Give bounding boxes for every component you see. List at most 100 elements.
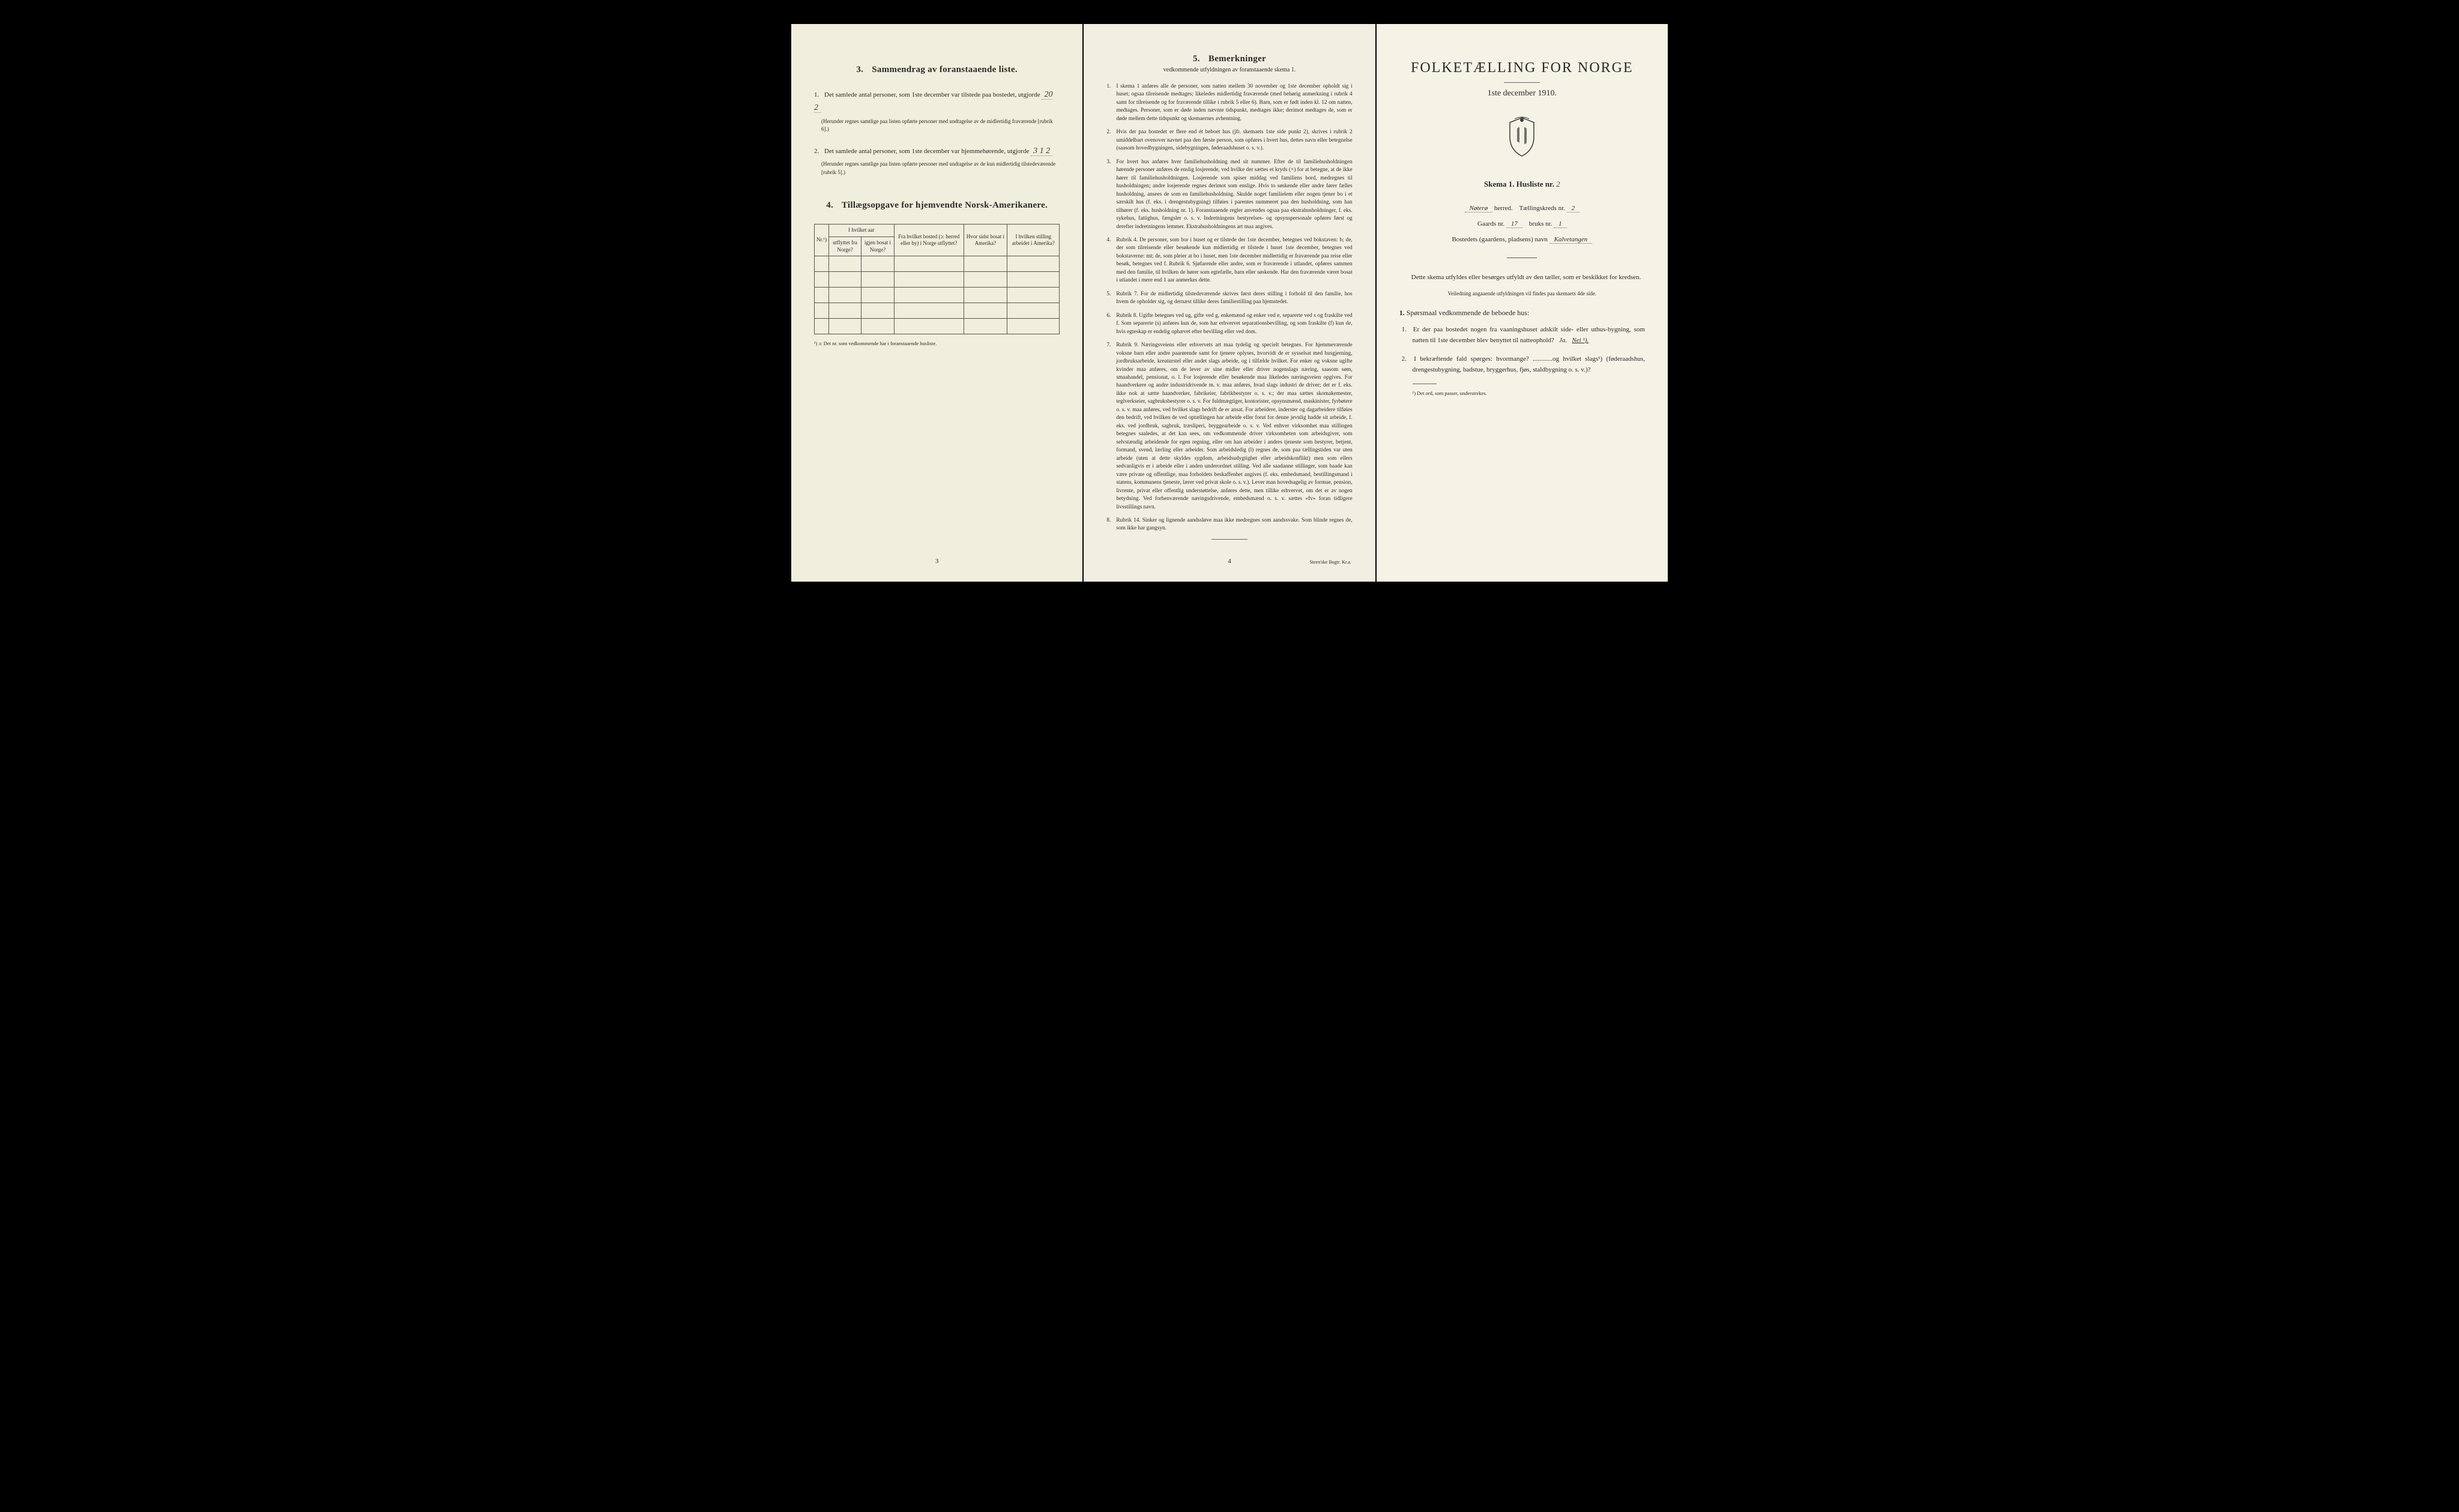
remark-num: 7.	[1106, 342, 1115, 349]
remark-text: Rubrik 8. Ugifte betegnes ved ug, gifte …	[1116, 312, 1352, 336]
schema-line: Skema 1. Husliste nr. 2	[1399, 179, 1645, 189]
remark-num: 3.	[1106, 158, 1115, 166]
table-row	[815, 303, 1060, 319]
herred-value: Nøterø	[1465, 205, 1493, 212]
table-row	[815, 319, 1060, 334]
page-1-cover: FOLKETÆLLING FOR NORGE 1ste december 191…	[1377, 24, 1668, 582]
page-3: 3. Sammendrag av foranstaaende liste. 1.…	[791, 24, 1082, 582]
kreds-value: 2	[1567, 205, 1580, 212]
section-3-num: 3.	[856, 65, 863, 74]
remark-num: 5.	[1106, 291, 1115, 298]
bosted-value: Kalvetangen	[1549, 236, 1593, 244]
section-3-heading: 3. Sammendrag av foranstaaende liste.	[814, 65, 1060, 75]
page-4: 5. Bemerkninger vedkommende utfyldningen…	[1084, 24, 1375, 582]
remark-text: Rubrik 4. De personer, som bor i huset o…	[1116, 236, 1352, 285]
col-from: Fra hvilket bosted (ɔ: herred eller by) …	[894, 224, 964, 256]
table-footnote: ¹) ɔ: Det nr. som vedkommende har i fora…	[814, 340, 1060, 346]
bruks-value: 1	[1554, 220, 1567, 228]
section-5-num: 5.	[1193, 54, 1200, 64]
document-spread: 3. Sammendrag av foranstaaende liste. 1.…	[791, 24, 1668, 582]
remark-item: 4.Rubrik 4. De personer, som bor i huset…	[1106, 236, 1352, 285]
col-returned: igjen bosat i Norge?	[861, 236, 895, 256]
section-4-heading: 4. Tillægsopgave for hjemvendte Norsk-Am…	[814, 200, 1060, 211]
herred-label: herred.	[1494, 205, 1513, 212]
remark-item: 5.Rubrik 7. For de midlertidig tilstedev…	[1106, 291, 1352, 307]
main-title: FOLKETÆLLING FOR NORGE	[1399, 60, 1645, 76]
remark-item: 1.I skema 1 anføres alle de personer, so…	[1106, 83, 1352, 123]
remark-text: For hvert hus anføres hver familiehushol…	[1116, 158, 1352, 231]
schema-label: Skema 1. Husliste nr.	[1484, 179, 1554, 188]
page-num-4: 4	[1228, 558, 1231, 565]
remark-item: 2.Hvis der paa bostedet er flere end ét …	[1106, 128, 1352, 152]
table-row	[815, 256, 1060, 272]
remark-item: 8.Rubrik 14. Sinker og lignende aandsslø…	[1106, 517, 1352, 533]
section-4-num: 4.	[826, 200, 833, 210]
q1-text: Er der paa bostedet nogen fra vaaningshu…	[1413, 326, 1645, 344]
remarks-list: 1.I skema 1 anføres alle de personer, so…	[1106, 83, 1352, 533]
item2-text: Det samlede antal personer, som 1ste dec…	[824, 148, 1029, 155]
remark-text: Rubrik 9. Næringsveiens eller erhvervets…	[1116, 342, 1352, 511]
gaards-line: Gaards nr. 17 bruks nr. 1	[1399, 220, 1645, 227]
q1-ja: Ja.	[1559, 337, 1567, 344]
coat-of-arms	[1399, 115, 1645, 161]
instruction-1: Dette skema utfyldes eller besørges utfy…	[1399, 273, 1645, 283]
remark-text: Rubrik 7. For de midlertidig tilstedevær…	[1116, 291, 1352, 307]
remark-text: I skema 1 anføres alle de personer, som …	[1116, 83, 1352, 123]
q2-num: 2.	[1402, 355, 1407, 363]
bruks-label: bruks nr.	[1529, 220, 1552, 227]
section-3-title: Sammendrag av foranstaaende liste.	[872, 65, 1018, 74]
kreds-label: Tællingskreds nr.	[1519, 205, 1564, 212]
question-heading: 1. Spørsmaal vedkommende de beboede hus:	[1399, 309, 1645, 318]
summary-item-2: 2. Det samlede antal personer, som 1ste …	[814, 145, 1060, 176]
title-rule	[1504, 82, 1540, 83]
remark-num: 6.	[1106, 312, 1115, 320]
divider	[1211, 539, 1248, 540]
imprint: Steen'ske Bogtr. Kr.a.	[1309, 559, 1351, 565]
summary-item-1: 1. Det samlede antal personer, som 1ste …	[814, 88, 1060, 134]
remark-num: 4.	[1106, 236, 1115, 244]
gaards-value: 17	[1506, 220, 1522, 228]
item2-value: 3 1 2	[1031, 146, 1052, 156]
section-4-title: Tillægsopgave for hjemvendte Norsk-Ameri…	[842, 200, 1048, 210]
section-5-title: Bemerkninger	[1208, 54, 1266, 64]
question-2: 2. I bekræftende fald spørges: hvormange…	[1413, 354, 1645, 375]
item1-text: Det samlede antal personer, som 1ste dec…	[824, 91, 1040, 98]
remark-num: 2.	[1106, 128, 1115, 136]
section-5-heading: 5. Bemerkninger	[1106, 54, 1352, 64]
page-num-3: 3	[935, 558, 939, 565]
col-occupation: I hvilken stilling arbeidet i Amerika?	[1007, 224, 1060, 256]
addendum-table: Nr.¹) I hvilket aar Fra hvilket bosted (…	[814, 224, 1060, 334]
q1-nei: Nei ¹).	[1572, 337, 1589, 344]
bosted-line: Bostedets (gaardens, pladsens) navn Kalv…	[1399, 236, 1645, 243]
table-row	[815, 288, 1060, 303]
item2-num: 2.	[814, 148, 819, 155]
herred-line: Nøterø herred. Tællingskreds nr. 2	[1399, 205, 1645, 212]
col-where: Hvor sidst bosat i Amerika?	[964, 224, 1007, 256]
census-date: 1ste december 1910.	[1399, 89, 1645, 98]
bosted-label: Bostedets (gaardens, pladsens) navn	[1452, 236, 1547, 243]
col-emigrated: utflyttet fra Norge?	[828, 236, 861, 256]
remark-item: 6.Rubrik 8. Ugifte betegnes ved ug, gift…	[1106, 312, 1352, 336]
remark-text: Rubrik 14. Sinker og lignende aandssløve…	[1116, 517, 1352, 533]
gaards-label: Gaards nr.	[1477, 220, 1504, 227]
q2-text: I bekræftende fald spørges: hvormange? .…	[1413, 355, 1645, 373]
col-year: I hvilket aar	[828, 224, 894, 237]
crest-icon	[1504, 115, 1540, 158]
q-heading-text: Spørsmaal vedkommende de beboede hus:	[1407, 309, 1530, 317]
item1-note: (Herunder regnes samtlige paa listen opf…	[821, 118, 1060, 134]
remark-text: Hvis der paa bostedet er flere end ét be…	[1116, 128, 1352, 152]
item2-note: (Herunder regnes samtlige paa listen opf…	[821, 160, 1060, 176]
remark-item: 7.Rubrik 9. Næringsveiens eller erhverve…	[1106, 342, 1352, 511]
col-nr: Nr.¹)	[815, 224, 829, 256]
instruction-2: Veiledning angaaende utfyldningen vil fi…	[1399, 289, 1645, 298]
right-footnote: ¹) Det ord, som passer, understrekes.	[1413, 390, 1645, 396]
section-5-sub: vedkommende utfyldningen av foranstaaend…	[1106, 67, 1352, 73]
remark-num: 8.	[1106, 517, 1115, 525]
remark-item: 3.For hvert hus anføres hver familiehush…	[1106, 158, 1352, 231]
item1-num: 1.	[814, 91, 819, 98]
q1-num: 1.	[1402, 326, 1407, 333]
table-row	[815, 272, 1060, 288]
question-1: 1. Er der paa bostedet nogen fra vaaning…	[1413, 325, 1645, 346]
husliste-nr: 2	[1556, 179, 1560, 188]
q-heading-num: 1.	[1399, 309, 1405, 317]
